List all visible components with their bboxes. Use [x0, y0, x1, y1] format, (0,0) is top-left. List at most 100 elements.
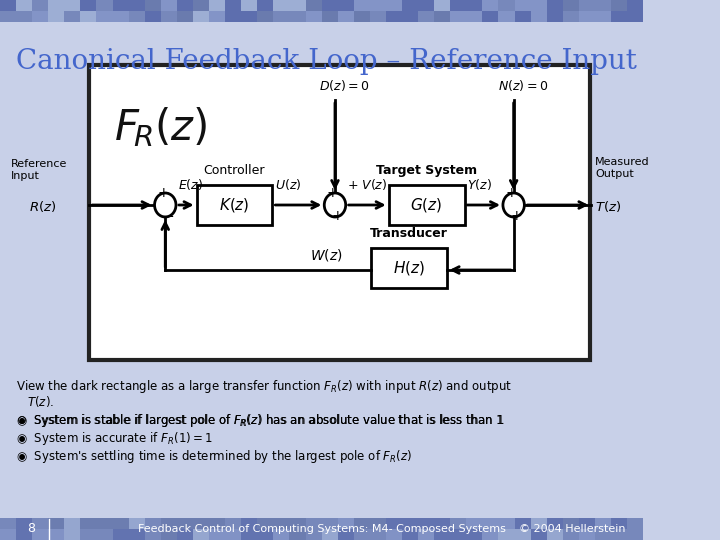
Bar [16, 518, 32, 529]
Text: $U(z)$: $U(z)$ [275, 177, 302, 192]
Bar [595, 529, 611, 540]
Bar [209, 529, 225, 540]
Bar [177, 529, 193, 540]
Bar [193, 529, 209, 540]
Bar [467, 11, 482, 22]
Bar [611, 518, 627, 529]
Bar [225, 518, 241, 529]
Bar [389, 185, 464, 225]
Bar [289, 11, 305, 22]
Text: $T(z)$.: $T(z)$. [16, 394, 54, 409]
Bar [354, 11, 370, 22]
Bar [145, 518, 161, 529]
Bar [563, 518, 579, 529]
Bar [225, 529, 241, 540]
Bar [225, 0, 241, 11]
Bar [467, 518, 482, 529]
Bar [96, 11, 112, 22]
Bar [89, 65, 590, 360]
Text: $R(z)$: $R(z)$ [29, 199, 56, 214]
Bar [515, 518, 531, 529]
Bar [450, 518, 467, 529]
Bar [595, 518, 611, 529]
Bar [225, 11, 241, 22]
Bar [627, 11, 643, 22]
Text: ◉  System is stable if largest pole of $F_R(z)$ has an absolute value that is le: ◉ System is stable if largest pole of $F… [16, 412, 505, 429]
Bar [81, 518, 96, 529]
Bar [595, 0, 611, 11]
Bar [161, 518, 177, 529]
Text: Measured
Output: Measured Output [595, 157, 649, 179]
Bar [531, 11, 546, 22]
Bar [197, 185, 272, 225]
Bar [482, 0, 498, 11]
Bar [338, 0, 354, 11]
Bar [611, 0, 627, 11]
Text: Controller: Controller [204, 164, 265, 177]
Bar [531, 0, 546, 11]
Bar [515, 0, 531, 11]
Bar [402, 518, 418, 529]
Bar [579, 0, 595, 11]
Bar [579, 518, 595, 529]
Bar [32, 11, 48, 22]
Text: +: + [327, 186, 338, 200]
Bar [546, 0, 563, 11]
Bar [241, 11, 257, 22]
Bar [129, 518, 145, 529]
Bar [112, 11, 129, 22]
Bar [305, 11, 322, 22]
Bar [0, 529, 16, 540]
Bar [450, 11, 467, 22]
Bar [354, 0, 370, 11]
Bar [595, 11, 611, 22]
Bar [563, 0, 579, 11]
Bar [370, 518, 386, 529]
Bar [0, 518, 643, 540]
Bar [322, 0, 338, 11]
Bar [370, 0, 386, 11]
Bar [386, 0, 402, 11]
Text: $+\ V(z)$: $+\ V(z)$ [348, 177, 388, 192]
Bar [16, 0, 32, 11]
Bar [370, 11, 386, 22]
Text: Target System: Target System [376, 164, 477, 177]
Bar [257, 518, 274, 529]
Bar [177, 0, 193, 11]
Text: −: − [162, 209, 174, 224]
Text: $T(z)$: $T(z)$ [595, 199, 621, 214]
Bar [371, 248, 446, 288]
Bar [322, 518, 338, 529]
Bar [627, 529, 643, 540]
Bar [546, 518, 563, 529]
Bar [579, 529, 595, 540]
Bar [64, 0, 81, 11]
Circle shape [324, 193, 346, 217]
Bar [450, 0, 467, 11]
Text: © 2004 Hellerstein: © 2004 Hellerstein [519, 524, 625, 534]
Bar [209, 0, 225, 11]
Bar [96, 529, 112, 540]
Bar [96, 0, 112, 11]
Bar [32, 518, 48, 529]
Bar [627, 0, 643, 11]
Text: $Y(z)$: $Y(z)$ [467, 177, 492, 192]
Text: $N(z){=}0$: $N(z){=}0$ [498, 78, 548, 93]
Text: Feedback Control of Computing Systems: M4- Composed Systems: Feedback Control of Computing Systems: M… [138, 524, 505, 534]
Bar [546, 529, 563, 540]
Bar [402, 529, 418, 540]
Bar [16, 529, 32, 540]
Text: $\mathit{F}_{\!R}(z)$: $\mathit{F}_{\!R}(z)$ [114, 105, 208, 149]
Bar [161, 11, 177, 22]
Bar [305, 529, 322, 540]
Bar [515, 11, 531, 22]
Bar [48, 529, 64, 540]
Bar [434, 0, 450, 11]
Bar [193, 11, 209, 22]
Bar [418, 0, 434, 11]
Bar [338, 518, 354, 529]
Bar [274, 0, 289, 11]
Bar [81, 529, 96, 540]
Text: $W(z)$: $W(z)$ [310, 247, 343, 263]
Bar [498, 529, 515, 540]
